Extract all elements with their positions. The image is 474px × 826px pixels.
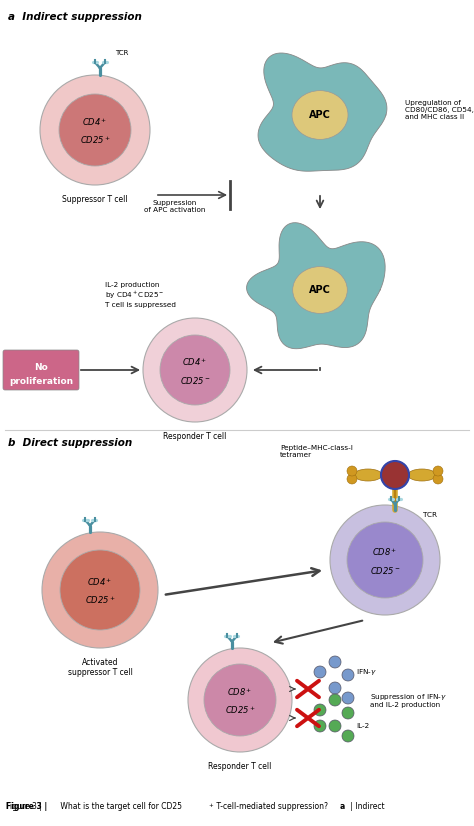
Circle shape (59, 94, 131, 166)
Circle shape (143, 318, 247, 422)
Circle shape (314, 666, 326, 678)
Text: CD25$^-$: CD25$^-$ (370, 564, 400, 576)
Text: | Indirect: | Indirect (348, 802, 384, 811)
Text: proliferation: proliferation (9, 377, 73, 387)
Circle shape (381, 461, 409, 489)
Text: Responder T cell: Responder T cell (164, 432, 227, 441)
Circle shape (329, 694, 341, 706)
Text: TCR: TCR (423, 512, 437, 518)
Circle shape (188, 648, 292, 752)
Text: IL-2: IL-2 (356, 723, 369, 729)
Circle shape (342, 730, 354, 742)
Text: What is the target cell for CD25: What is the target cell for CD25 (58, 802, 182, 811)
Ellipse shape (292, 91, 348, 140)
Circle shape (329, 682, 341, 694)
Text: +: + (208, 803, 213, 808)
Text: TCR: TCR (115, 50, 128, 56)
Text: APC: APC (309, 285, 331, 295)
Text: CD25$^-$: CD25$^-$ (180, 374, 210, 386)
Circle shape (347, 474, 357, 484)
Polygon shape (246, 223, 385, 349)
Text: Activated
suppressor T cell: Activated suppressor T cell (68, 658, 132, 677)
Circle shape (40, 75, 150, 185)
Circle shape (342, 669, 354, 681)
Text: CD8$^+$: CD8$^+$ (228, 686, 253, 698)
Circle shape (347, 522, 423, 598)
Text: CD4$^+$: CD4$^+$ (82, 116, 108, 128)
FancyBboxPatch shape (3, 350, 79, 390)
Text: CD8$^+$: CD8$^+$ (373, 546, 398, 558)
Ellipse shape (408, 469, 436, 481)
Text: Upregulation of
CD80/CD86, CD54, CD40
and MHC class II: Upregulation of CD80/CD86, CD54, CD40 an… (405, 100, 474, 120)
Text: b  Direct suppression: b Direct suppression (8, 438, 132, 448)
Text: No: No (34, 363, 48, 373)
Text: APC: APC (309, 110, 331, 120)
Circle shape (42, 532, 158, 648)
Circle shape (160, 335, 230, 405)
Text: Peptide–MHC-class-I
tetramer: Peptide–MHC-class-I tetramer (280, 445, 353, 458)
Circle shape (433, 474, 443, 484)
Text: Figure 3 |: Figure 3 | (6, 802, 47, 811)
Ellipse shape (354, 469, 382, 481)
Polygon shape (258, 53, 387, 171)
Text: CD25$^+$: CD25$^+$ (225, 704, 255, 716)
Text: CD25$^+$: CD25$^+$ (85, 594, 115, 605)
Circle shape (342, 707, 354, 719)
Circle shape (329, 656, 341, 668)
Text: a  Indirect suppression: a Indirect suppression (8, 12, 142, 22)
Text: CD4$^+$: CD4$^+$ (87, 577, 113, 588)
Text: CD25$^+$: CD25$^+$ (80, 134, 110, 146)
Ellipse shape (293, 267, 347, 313)
Circle shape (330, 505, 440, 615)
Circle shape (314, 720, 326, 732)
Circle shape (433, 466, 443, 476)
Text: Suppression
of APC activation: Suppression of APC activation (144, 200, 206, 213)
Text: Responder T cell: Responder T cell (208, 762, 272, 771)
Text: Suppression of IFN-$\gamma$
and IL-2 production: Suppression of IFN-$\gamma$ and IL-2 pro… (370, 691, 447, 709)
Circle shape (314, 704, 326, 716)
Text: Suppressor T cell: Suppressor T cell (62, 195, 128, 204)
Text: IL-2 production
by CD4$^+$CD25$^-$
T cell is suppressed: IL-2 production by CD4$^+$CD25$^-$ T cel… (105, 282, 176, 308)
Circle shape (204, 664, 276, 736)
Circle shape (342, 692, 354, 704)
Circle shape (347, 466, 357, 476)
Text: IFN-$\gamma$: IFN-$\gamma$ (356, 667, 377, 677)
Text: T-cell-mediated suppression?: T-cell-mediated suppression? (214, 802, 330, 811)
Circle shape (60, 550, 140, 630)
Text: a: a (340, 802, 345, 811)
Circle shape (329, 720, 341, 732)
Text: Figure 3 |: Figure 3 | (6, 802, 44, 811)
Text: CD4$^+$: CD4$^+$ (182, 356, 208, 368)
